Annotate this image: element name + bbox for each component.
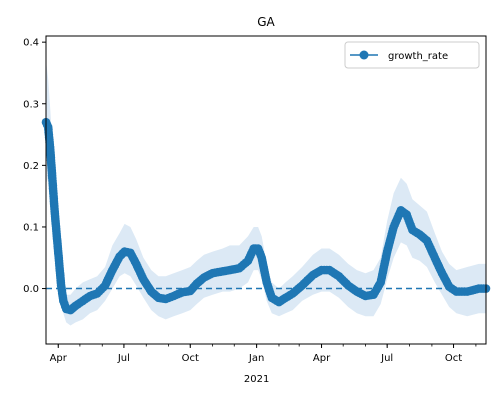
- x-tick-label: Oct: [182, 353, 199, 364]
- plot-area: [41, 60, 491, 326]
- y-tick-label: 0.0: [23, 284, 39, 295]
- x-tick-label: Jul: [117, 353, 130, 364]
- legend-box: [344, 41, 480, 69]
- legend-label: growth_rate: [388, 51, 448, 62]
- x-tick-label: Apr: [313, 353, 331, 364]
- y-tick-label: 0.4: [23, 38, 39, 49]
- legend-marker-swatch: [359, 50, 369, 60]
- legend: growth_rate: [344, 41, 480, 69]
- x-axis: Apr Jul Oct Jan Apr Jul Oct 2021: [50, 344, 477, 385]
- y-axis: 0.0 0.1 0.2 0.3 0.4: [23, 38, 46, 295]
- chart-title: GA: [257, 15, 275, 29]
- series-marker-layer: [41, 117, 491, 315]
- x-tick-label: Oct: [445, 353, 462, 364]
- x-year-label: 2021: [244, 374, 269, 385]
- y-tick-label: 0.3: [23, 99, 39, 110]
- y-tick-label: 0.2: [23, 161, 39, 172]
- y-tick-label: 0.1: [23, 222, 39, 233]
- x-tick-label: Apr: [50, 353, 68, 364]
- x-tick-label: Jan: [248, 353, 264, 364]
- axes-frame: [45, 35, 487, 345]
- x-tick-label: Jul: [380, 353, 393, 364]
